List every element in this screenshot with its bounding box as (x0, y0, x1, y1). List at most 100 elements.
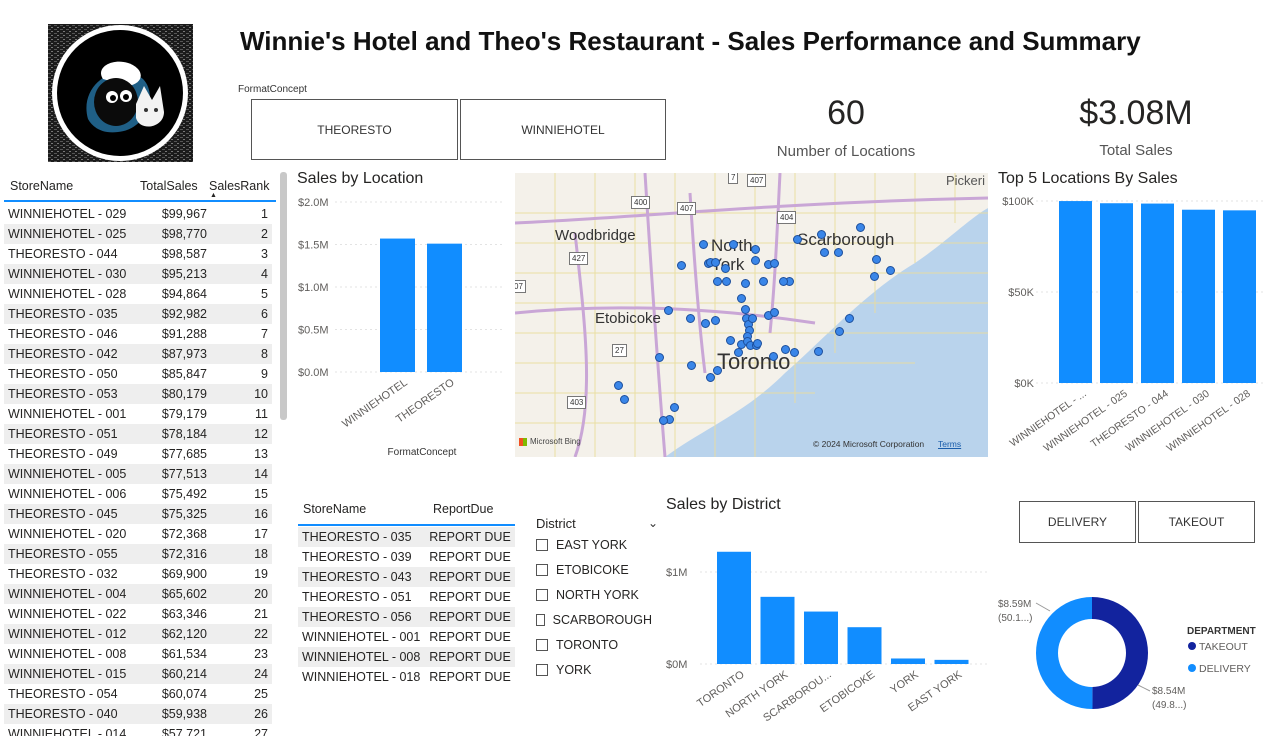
winniehotel-slicer-button[interactable]: WINNIEHOTEL (460, 99, 666, 160)
map-pin[interactable] (790, 348, 799, 357)
map-pin[interactable] (793, 235, 802, 244)
map-pin[interactable] (872, 255, 881, 264)
rank-table-scrollbar[interactable] (280, 172, 287, 420)
col-storename[interactable]: StoreName (10, 179, 74, 193)
map-pin[interactable] (659, 416, 668, 425)
table-row[interactable]: THEORESTO - 032 $69,900 19 (4, 564, 272, 584)
map-pin[interactable] (706, 373, 715, 382)
map-pin[interactable] (713, 366, 722, 375)
table-row[interactable]: WINNIEHOTEL - 030 $95,213 4 (4, 264, 272, 284)
col-report-storename[interactable]: StoreName (303, 502, 367, 516)
district-slicer-header[interactable]: District ⌄ (536, 512, 658, 534)
table-row[interactable]: THEORESTO - 039 REPORT DUE (298, 547, 515, 567)
table-row[interactable]: WINNIEHOTEL - 015 $60,214 24 (4, 664, 272, 684)
map-pin[interactable] (741, 305, 750, 314)
table-row[interactable]: THEORESTO - 035 REPORT DUE (298, 527, 515, 547)
district-option[interactable]: TORONTO (536, 632, 652, 657)
map-pin[interactable] (655, 353, 664, 362)
map-pin[interactable] (835, 327, 844, 336)
table-row[interactable]: WINNIEHOTEL - 001 $79,179 11 (4, 404, 272, 424)
chevron-down-icon[interactable]: ⌄ (647, 516, 658, 530)
map-pin[interactable] (748, 314, 757, 323)
district-option[interactable]: ETOBICOKE (536, 557, 652, 582)
theoresto-slicer-button[interactable]: THEORESTO (251, 99, 458, 160)
map-pin[interactable] (664, 306, 673, 315)
map-pin[interactable] (711, 316, 720, 325)
map-pin[interactable] (734, 348, 743, 357)
table-row[interactable]: THEORESTO - 054 $60,074 25 (4, 684, 272, 704)
map-pin[interactable] (722, 277, 731, 286)
table-row[interactable]: WINNIEHOTEL - 006 $75,492 15 (4, 484, 272, 504)
map-pin[interactable] (670, 403, 679, 412)
table-row[interactable]: THEORESTO - 043 REPORT DUE (298, 567, 515, 587)
col-salesrank[interactable]: SalesRank (209, 179, 270, 193)
table-row[interactable]: THEORESTO - 044 $98,587 3 (4, 244, 272, 264)
table-row[interactable]: THEORESTO - 045 $75,325 16 (4, 504, 272, 524)
district-option[interactable]: EAST YORK (536, 532, 652, 557)
map-pin[interactable] (751, 256, 760, 265)
table-row[interactable]: THEORESTO - 050 $85,847 9 (4, 364, 272, 384)
map-pin[interactable] (721, 264, 730, 273)
district-option[interactable]: NORTH YORK (536, 582, 652, 607)
map-pin[interactable] (814, 347, 823, 356)
map-pin[interactable] (779, 277, 788, 286)
map-pin[interactable] (834, 248, 843, 257)
table-row[interactable]: THEORESTO - 055 $72,316 18 (4, 544, 272, 564)
table-row[interactable]: THEORESTO - 056 REPORT DUE (298, 607, 515, 627)
table-row[interactable]: WINNIEHOTEL - 008 $61,534 23 (4, 644, 272, 664)
table-row[interactable]: WINNIEHOTEL - 008 REPORT DUE (298, 647, 515, 667)
map-pin[interactable] (713, 277, 722, 286)
map-pin[interactable] (870, 272, 879, 281)
map-pin[interactable] (686, 314, 695, 323)
table-row[interactable]: WINNIEHOTEL - 004 $65,602 20 (4, 584, 272, 604)
table-row[interactable]: WINNIEHOTEL - 018 REPORT DUE (298, 667, 515, 687)
table-row[interactable]: WINNIEHOTEL - 012 $62,120 22 (4, 624, 272, 644)
map-pin[interactable] (770, 259, 779, 268)
checkbox[interactable] (536, 588, 548, 601)
table-row[interactable]: THEORESTO - 040 $59,938 26 (4, 704, 272, 724)
table-row[interactable]: WINNIEHOTEL - 005 $77,513 14 (4, 464, 272, 484)
col-totalsales[interactable]: TotalSales (140, 179, 198, 193)
map-pin[interactable] (759, 277, 768, 286)
table-row[interactable]: THEORESTO - 051 $78,184 12 (4, 424, 272, 444)
checkbox[interactable] (536, 613, 545, 626)
map-pin[interactable] (845, 314, 854, 323)
map-pin[interactable] (770, 308, 779, 317)
table-row[interactable]: THEORESTO - 035 $92,982 6 (4, 304, 272, 324)
map-pin[interactable] (737, 294, 746, 303)
table-row[interactable]: THEORESTO - 046 $91,288 7 (4, 324, 272, 344)
map-pin[interactable] (729, 240, 738, 249)
table-row[interactable]: THEORESTO - 053 $80,179 10 (4, 384, 272, 404)
table-row[interactable]: WINNIEHOTEL - 001 REPORT DUE (298, 627, 515, 647)
map-pin[interactable] (769, 352, 778, 361)
map-pin[interactable] (741, 279, 750, 288)
col-reportdue[interactable]: ReportDue (433, 502, 494, 516)
table-row[interactable]: WINNIEHOTEL - 022 $63,346 21 (4, 604, 272, 624)
map-pin[interactable] (781, 345, 790, 354)
table-row[interactable]: WINNIEHOTEL - 029 $99,967 1 (4, 204, 272, 224)
district-option[interactable]: SCARBOROUGH (536, 607, 652, 632)
table-row[interactable]: WINNIEHOTEL - 028 $94,864 5 (4, 284, 272, 304)
map-pin[interactable] (699, 240, 708, 249)
table-row[interactable]: WINNIEHOTEL - 014 $57,721 27 (4, 724, 272, 736)
checkbox[interactable] (536, 663, 548, 676)
table-row[interactable]: THEORESTO - 051 REPORT DUE (298, 587, 515, 607)
map-pin[interactable] (856, 223, 865, 232)
map-pin[interactable] (820, 248, 829, 257)
checkbox[interactable] (536, 638, 548, 651)
table-row[interactable]: WINNIEHOTEL - 020 $72,368 17 (4, 524, 272, 544)
map-pin[interactable] (753, 339, 762, 348)
map-pin[interactable] (886, 266, 895, 275)
map-pin[interactable] (726, 336, 735, 345)
table-row[interactable]: THEORESTO - 049 $77,685 13 (4, 444, 272, 464)
table-row[interactable]: WINNIEHOTEL - 025 $98,770 2 (4, 224, 272, 244)
store-map[interactable]: Woodbridge North York Scarborough Etobic… (515, 173, 988, 457)
checkbox[interactable] (536, 563, 548, 576)
map-pin[interactable] (701, 319, 710, 328)
district-option[interactable]: YORK (536, 657, 652, 682)
map-pin[interactable] (711, 258, 720, 267)
map-pin[interactable] (614, 381, 623, 390)
map-terms-link[interactable]: Terms (938, 439, 962, 449)
table-row[interactable]: THEORESTO - 042 $87,973 8 (4, 344, 272, 364)
checkbox[interactable] (536, 538, 548, 551)
